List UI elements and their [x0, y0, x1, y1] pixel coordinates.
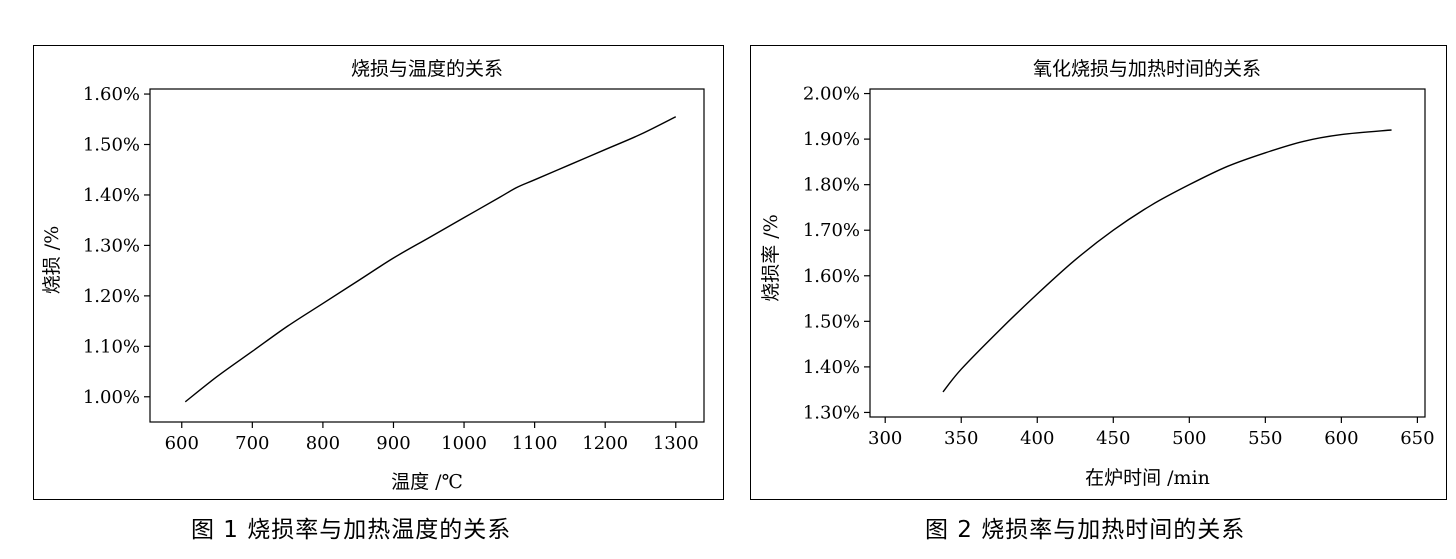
chart-temperature: 烧损与温度的关系 600 700 800 900 1000 1100 1200 1300 1.00… [41, 58, 705, 493]
chart-heating-time: 氧化烧损与加热时间的关系 300 350 400 450 500 550 600 650 1.30… [760, 58, 1435, 489]
chart2-y-tick-label: 1.80% [803, 175, 860, 196]
figure-caption-1: 图 1 烧损率与加热温度的关系 [191, 517, 512, 543]
chart1-y-tick-label: 1.60% [83, 84, 140, 105]
chart2-y-tick-label: 1.90% [803, 129, 860, 150]
chart1-x-tick-label: 800 [306, 433, 340, 454]
chart1-x-tick-label: 1000 [441, 433, 487, 454]
chart1-series-line-1 [184, 116, 677, 403]
chart2-y-tick-label: 1.40% [803, 357, 860, 378]
chart-panel-heating-time: 氧化烧损与加热时间的关系 300 350 400 450 500 550 600 650 1.30… [750, 45, 1447, 500]
chart2-x-tick-label: 650 [1400, 428, 1434, 449]
chart2-y-tick-label: 1.60% [803, 266, 860, 287]
chart1-y-tick-label: 1.20% [83, 286, 140, 307]
chart1-x-tick-label: 1300 [653, 433, 699, 454]
chart1-y-axis-label: 烧损 /% [41, 226, 63, 295]
chart1-title: 烧损与温度的关系 [351, 58, 503, 80]
chart2-x-tick-label: 550 [1248, 428, 1282, 449]
chart1-x-tick-label: 1100 [512, 433, 558, 454]
chart2-x-tick-label: 350 [944, 428, 978, 449]
chart2-x-tick-label: 500 [1172, 428, 1206, 449]
chart1-x-tick-label: 1200 [582, 433, 628, 454]
chart2-x-tick-label: 450 [1096, 428, 1130, 449]
chart2-y-tick-label: 1.70% [803, 220, 860, 241]
chart-panel-temperature: 烧损与温度的关系 600 700 800 900 1000 1100 1200 1300 1.00… [33, 45, 724, 500]
chart1-y-tick-label: 1.10% [83, 336, 140, 357]
chart1-x-axis-label: 温度 /℃ [391, 471, 463, 493]
chart2-x-tick-label: 400 [1020, 428, 1054, 449]
chart2-y-tick-label: 2.00% [803, 84, 860, 105]
chart2-title: 氧化烧损与加热时间的关系 [1033, 58, 1261, 80]
chart2-x-tick-label: 300 [868, 428, 902, 449]
chart1-y-tick-label: 1.00% [83, 387, 140, 408]
chart1-plot-frame [149, 88, 705, 423]
chart1-y-tick-label: 1.40% [83, 185, 140, 206]
chart1-x-tick-label: 900 [376, 433, 410, 454]
chart1-y-tick-label: 1.50% [83, 135, 140, 156]
chart1-x-tick-label: 600 [165, 433, 199, 454]
chart2-y-axis-label: 烧损率 /% [760, 214, 782, 302]
chart1-x-tick-label: 700 [235, 433, 269, 454]
chart1-y-tick-label: 1.30% [83, 235, 140, 256]
chart2-y-tick-label: 1.50% [803, 311, 860, 332]
chart2-plot-frame [869, 88, 1426, 418]
figure-caption-2: 图 2 烧损率与加热时间的关系 [925, 517, 1246, 543]
chart2-series-line-1 [942, 129, 1392, 393]
chart2-x-tick-label: 600 [1324, 428, 1358, 449]
chart2-x-axis-label: 在炉时间 /min [1085, 467, 1210, 489]
chart2-y-tick-label: 1.30% [803, 402, 860, 423]
